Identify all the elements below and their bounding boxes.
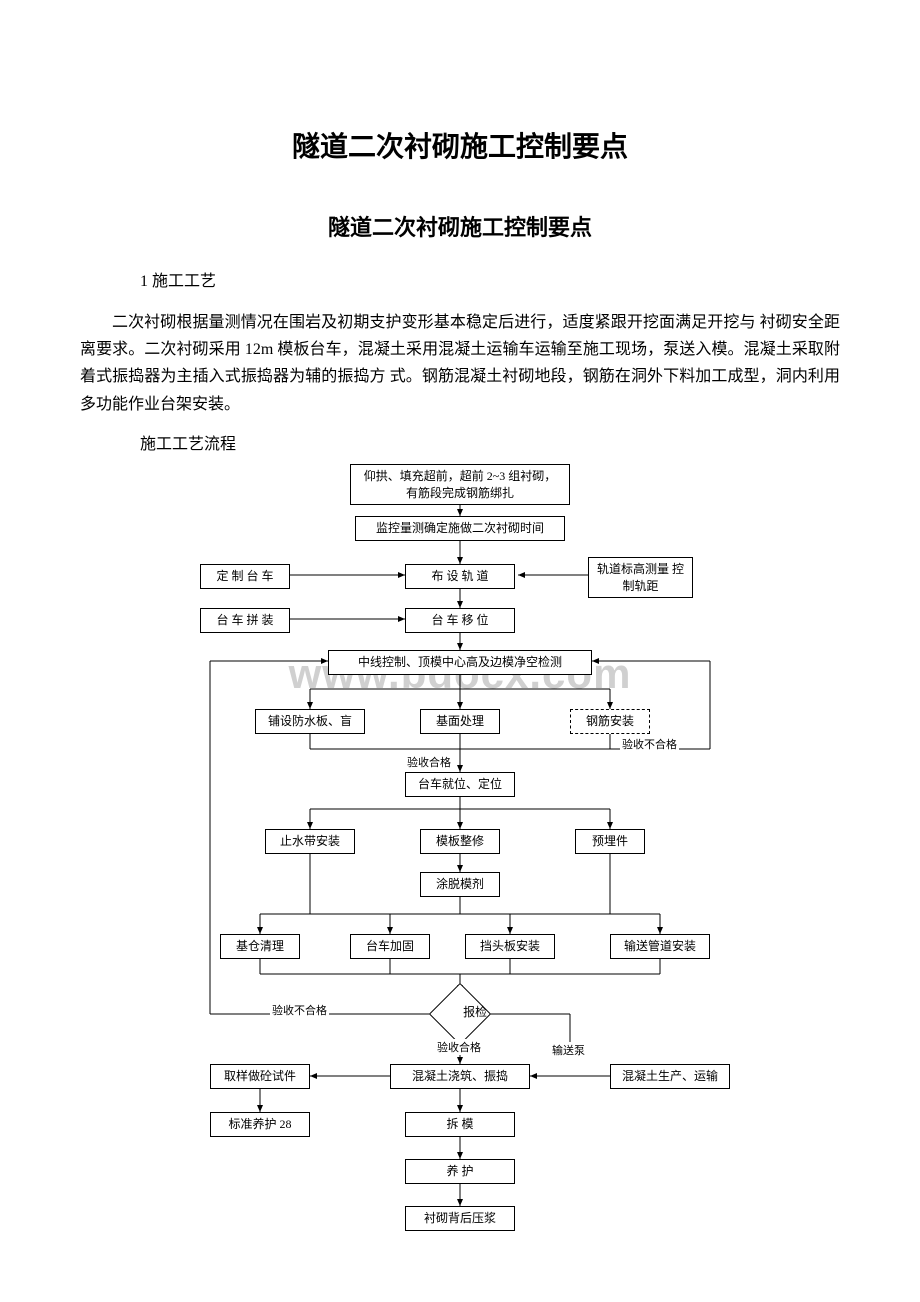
flow-node-18: 台车加固 — [350, 934, 430, 959]
flow-node-13: 止水带安装 — [265, 829, 355, 854]
flow-node-14: 模板整修 — [420, 829, 500, 854]
edge-label-2: 验收不合格 — [620, 736, 679, 752]
flow-node-11: 钢筋安装 — [570, 709, 650, 734]
edge-label-1: 验收合格 — [405, 754, 453, 770]
flow-node-1: 仰拱、填充超前，超前 2~3 组衬砌， 有筋段完成钢筋绑扎 — [350, 464, 570, 506]
flow-node-5: 轨道标高测量 控制轨距 — [588, 557, 693, 599]
flow-node-15: 预埋件 — [575, 829, 645, 854]
flow-node-7: 台 车 移 位 — [405, 608, 515, 633]
flow-node-16: 涂脱模剂 — [420, 872, 500, 897]
flow-node-12: 台车就位、定位 — [405, 772, 515, 797]
flow-node-8: 中线控制、顶模中心高及边模净空检测 — [328, 650, 592, 675]
flow-node-23: 混凝土浇筑、振捣 — [390, 1064, 530, 1089]
edge-label-5: 输送泵 — [550, 1042, 587, 1058]
flow-node-17: 基仓清理 — [220, 934, 300, 959]
paragraph-1: 二次衬砌根据量测情况在围岩及初期支护变形基本稳定后进行，适度紧跟开挖面满足开挖与… — [80, 309, 840, 418]
flow-node-10: 基面处理 — [420, 709, 500, 734]
flow-node-24: 混凝土生产、运输 — [610, 1064, 730, 1089]
sub-title: 隧道二次衬砌施工控制要点 — [80, 210, 840, 242]
main-title: 隧道二次衬砌施工控制要点 — [80, 125, 840, 165]
flow-node-25: 标准养护 28 — [210, 1112, 310, 1137]
flow-node-9: 铺设防水板、盲 — [255, 709, 365, 734]
flow-diamond-label: 报检 — [445, 1003, 505, 1020]
flow-node-2: 监控量测确定施做二次衬砌时间 — [355, 516, 565, 541]
flow-node-20: 输送管道安装 — [610, 934, 710, 959]
flow-node-19: 挡头板安装 — [465, 934, 555, 959]
flowchart-container: 仰拱、填充超前，超前 2~3 组衬砌， 有筋段完成钢筋绑扎 监控量测确定施做二次… — [180, 464, 740, 1254]
flow-node-27: 养 护 — [405, 1159, 515, 1184]
flow-node-3: 定 制 台 车 — [200, 564, 290, 589]
flow-node-4: 布 设 轨 道 — [405, 564, 515, 589]
flow-node-22: 取样做砼试件 — [210, 1064, 310, 1089]
flow-node-28: 衬砌背后压浆 — [405, 1206, 515, 1231]
edge-label-3: 验收不合格 — [270, 1002, 329, 1018]
edge-label-4: 验收合格 — [435, 1039, 483, 1055]
flow-node-26: 拆 模 — [405, 1112, 515, 1137]
flow-node-6: 台 车 拼 装 — [200, 608, 290, 633]
flow-label: 施工工艺流程 — [140, 430, 840, 454]
section-heading: 1 施工工艺 — [140, 267, 840, 291]
